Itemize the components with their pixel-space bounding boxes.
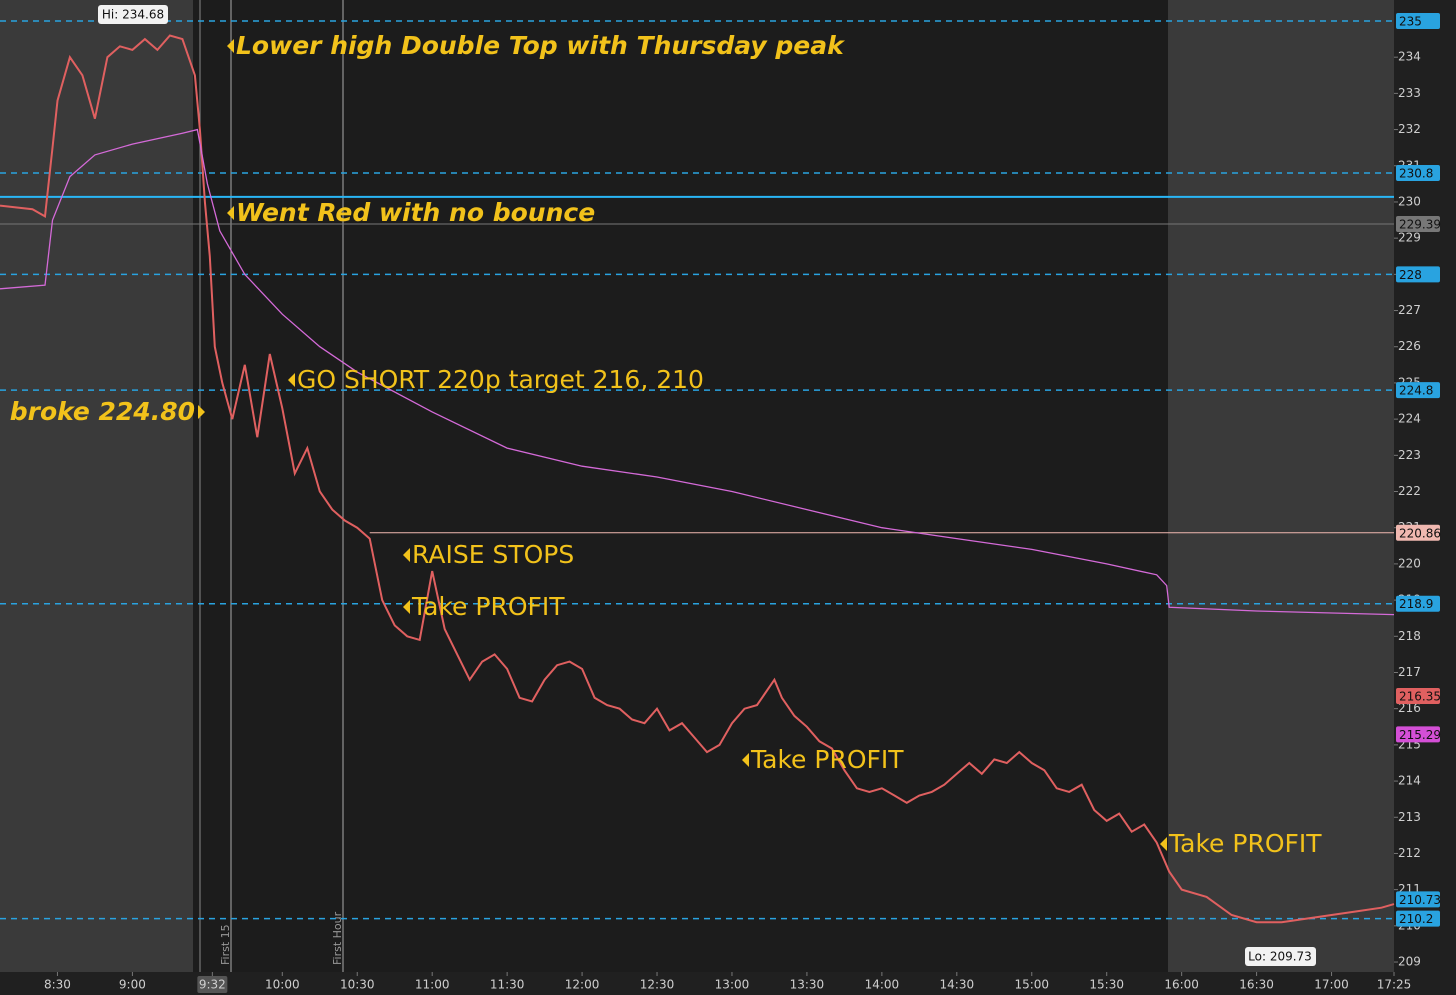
price-tag-label: 235 <box>1399 14 1422 28</box>
price-tag-label: 210.2 <box>1399 912 1433 926</box>
price-tag-label: 220.86 <box>1399 526 1441 540</box>
price-tag-label: 230.8 <box>1399 167 1433 181</box>
y-tick-label: 227 <box>1398 303 1421 317</box>
price-tag <box>1396 266 1440 283</box>
y-tick-label: 214 <box>1398 774 1421 788</box>
x-tick-label: 14:00 <box>865 978 900 992</box>
y-tick-label: 230 <box>1398 194 1421 208</box>
y-tick-label: 234 <box>1398 50 1421 64</box>
annotation: Lower high Double Top with Thursday peak <box>236 31 845 60</box>
annotation-arrow <box>403 548 410 562</box>
low-label: Lo: 209.73 <box>1248 950 1312 964</box>
x-tick-label: 9:00 <box>119 978 146 992</box>
price-line <box>0 34 1395 924</box>
annotation-arrow <box>227 206 234 220</box>
x-tick-label: 13:30 <box>790 978 825 992</box>
high-label-box <box>98 5 168 24</box>
price-tag <box>1396 382 1440 399</box>
x-tick-label: 10:30 <box>340 978 375 992</box>
annotation: Take PROFIT <box>1168 829 1322 858</box>
annotation: Take PROFIT <box>750 745 904 774</box>
annotation: GO SHORT 220p target 216, 210 <box>297 365 704 394</box>
annotation-arrow <box>288 373 295 387</box>
vwap-line <box>0 128 1395 616</box>
time-axis-bg <box>0 972 1394 995</box>
price-tag-label: 228 <box>1399 268 1422 282</box>
annotation: Went Red with no bounce <box>236 198 595 227</box>
annotation-arrow <box>403 600 410 614</box>
y-tick-label: 209 <box>1398 955 1421 969</box>
price-tag <box>1396 726 1440 743</box>
price-tag <box>1396 891 1440 908</box>
annotation-arrow <box>227 39 234 53</box>
x-tick-label: 12:30 <box>640 978 675 992</box>
price-tag-label: 215.29 <box>1399 728 1441 742</box>
annotation: broke 224.80 <box>10 397 195 426</box>
annotation-arrow <box>198 405 205 419</box>
y-tick-label: 213 <box>1398 810 1421 824</box>
low-label-box <box>1245 947 1316 966</box>
x-tick-label: 11:00 <box>415 978 450 992</box>
y-tick-label: 217 <box>1398 665 1421 679</box>
y-tick-label: 218 <box>1398 629 1421 643</box>
x-tick-label: 9:32 <box>199 978 226 992</box>
price-tag <box>1396 595 1440 612</box>
x-tick-label: 12:00 <box>565 978 600 992</box>
session-label: First 15 <box>219 924 232 965</box>
price-tag <box>1396 216 1440 233</box>
price-tag-label: 218.9 <box>1399 597 1433 611</box>
price-tag <box>1396 910 1440 927</box>
x-tick-label: 15:00 <box>1014 978 1049 992</box>
y-tick-label: 224 <box>1398 412 1421 426</box>
y-tick-label: 220 <box>1398 556 1421 570</box>
price-tag-label: 216.35 <box>1399 690 1441 704</box>
x-tick-label: 17:25 <box>1377 978 1412 992</box>
annotation-arrow <box>1160 837 1167 851</box>
premarket-bg <box>0 0 193 972</box>
high-label: Hi: 234.68 <box>102 8 164 22</box>
price-tag <box>1396 165 1440 182</box>
y-tick-label: 229 <box>1398 231 1421 245</box>
price-tag-label: 224.8 <box>1399 384 1433 398</box>
x-tick-label: 17:00 <box>1314 978 1349 992</box>
price-tag <box>1396 688 1440 705</box>
y-tick-label: 226 <box>1398 339 1421 353</box>
y-tick-label: 222 <box>1398 484 1421 498</box>
x-tick-label: 16:00 <box>1164 978 1199 992</box>
annotation: RAISE STOPS <box>412 540 574 569</box>
y-tick-label: 212 <box>1398 846 1421 860</box>
price-tag <box>1396 12 1440 29</box>
price-tag-label: 229.39 <box>1399 218 1441 232</box>
annotation-arrow <box>742 753 749 767</box>
y-tick-label: 232 <box>1398 122 1421 136</box>
price-tag-label: 210.73 <box>1399 893 1441 907</box>
x-tick-label: 15:30 <box>1089 978 1124 992</box>
x-tick-label: 11:30 <box>490 978 525 992</box>
session-label: First Hour <box>331 911 344 965</box>
x-tick-label: 16:30 <box>1239 978 1274 992</box>
x-tick-highlight <box>197 976 228 993</box>
x-tick-label: 10:00 <box>265 978 300 992</box>
x-tick-label: 14:30 <box>940 978 975 992</box>
annotation: Take PROFIT <box>411 592 565 621</box>
session-bg <box>193 0 1168 972</box>
price-tag <box>1396 524 1440 541</box>
x-tick-label: 13:00 <box>715 978 750 992</box>
afterhours-bg <box>1168 0 1394 972</box>
y-tick-label: 223 <box>1398 448 1421 462</box>
y-tick-label: 216 <box>1398 701 1421 715</box>
y-tick-label: 233 <box>1398 86 1421 100</box>
x-tick-label: 8:30 <box>44 978 71 992</box>
